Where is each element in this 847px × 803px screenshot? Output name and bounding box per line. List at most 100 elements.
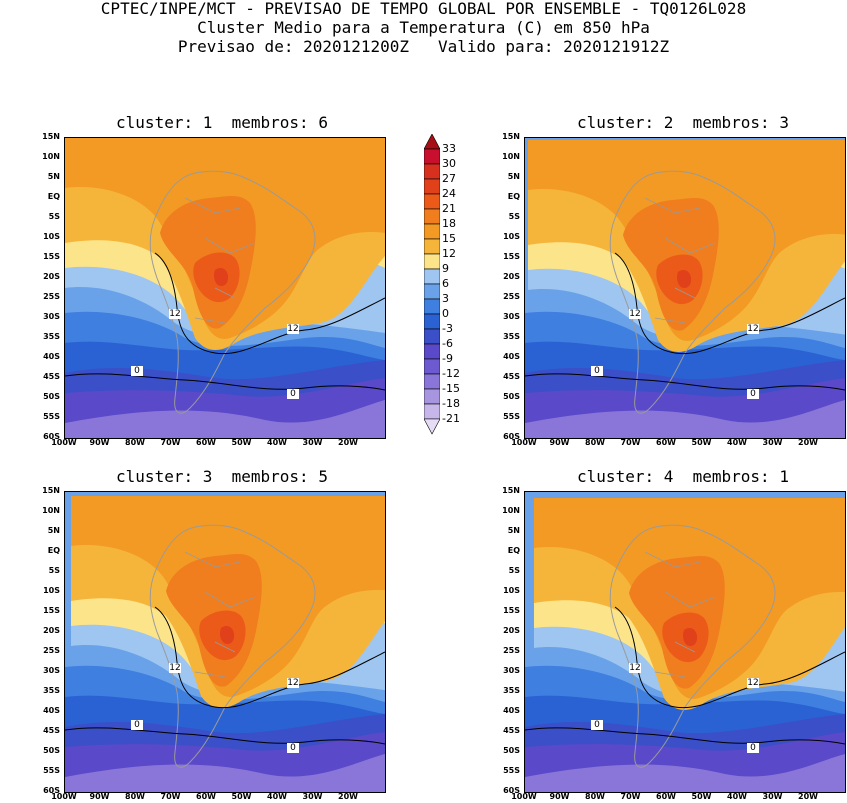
chart-header-line-1: CPTEC/INPE/MCT - PREVISAO DE TEMPO GLOBA… [100, 0, 747, 18]
contour-label: 0 [134, 720, 140, 730]
latitude-tick-label: 10N [42, 152, 60, 161]
latitude-tick-label: 15S [503, 606, 520, 615]
colorbar-level-label: 3 [442, 292, 449, 305]
longitude-tick-label: 100W [51, 438, 77, 447]
colorbar-level-label: 24 [442, 187, 456, 200]
latitude-tick-label: 55S [43, 412, 60, 421]
longitude-tick-label: 60W [656, 438, 676, 447]
contour-label: 12 [169, 663, 180, 673]
latitude-tick-label: 25S [43, 646, 60, 655]
colorbar-segment [424, 193, 440, 210]
colorbar-segment [424, 268, 440, 285]
temperature-map-cluster-2: 12 12 0 0 [524, 137, 846, 439]
latitude-tick-label: 10S [43, 232, 60, 241]
colorbar-segment [424, 223, 440, 240]
latitude-tick-label: 20S [503, 272, 520, 281]
contour-label: 12 [629, 663, 640, 673]
colorbar-min-arrow [424, 418, 440, 435]
colorbar-level-label: 33 [442, 142, 456, 155]
latitude-tick-label: 20S [43, 626, 60, 635]
latitude-tick-label: 15N [42, 132, 60, 141]
longitude-tick-label: 40W [727, 438, 747, 447]
latitude-tick-label: 60S [503, 786, 520, 795]
latitude-tick-label: 55S [503, 412, 520, 421]
latitude-tick-label: 5N [507, 526, 520, 535]
contour-label: 0 [594, 720, 600, 730]
latitude-tick-label: 15S [503, 252, 520, 261]
latitude-tick-label: EQ [47, 192, 60, 201]
latitude-tick-label: 5S [508, 566, 520, 575]
longitude-tick-label: 50W [691, 438, 712, 447]
latitude-tick-label: 40S [503, 706, 520, 715]
colorbar-segment [424, 328, 440, 345]
latitude-tick-label: 50S [43, 746, 60, 755]
longitude-tick-label: 60W [196, 438, 216, 447]
panel-title-cluster-2: cluster: 2 membros: 3 [577, 113, 789, 132]
latitude-tick-label: 25S [503, 292, 520, 301]
longitude-tick-label: 90W [549, 438, 570, 447]
latitude-tick-label: 35S [503, 332, 520, 341]
colorbar-segment [424, 283, 440, 300]
longitude-tick-label: 40W [267, 792, 287, 801]
colorbar-level-label: -9 [442, 352, 453, 365]
panel-title-cluster-1: cluster: 1 membros: 6 [116, 113, 328, 132]
latitude-tick-label: 5N [47, 172, 60, 181]
latitude-tick-label: 35S [43, 332, 60, 341]
longitude-tick-label: 70W [160, 792, 181, 801]
colorbar-level-label: -3 [442, 322, 453, 335]
longitude-tick-label: 90W [549, 792, 570, 801]
colorbar-segment [424, 343, 440, 360]
colorbar-segment [424, 238, 440, 255]
longitude-tick-label: 50W [231, 792, 252, 801]
longitude-tick-label: 40W [727, 792, 747, 801]
colorbar-level-label: 27 [442, 172, 456, 185]
colorbar-segment [424, 178, 440, 195]
latitude-tick-label: EQ [507, 192, 520, 201]
contour-label: 0 [290, 743, 296, 753]
longitude-tick-label: 60W [656, 792, 676, 801]
latitude-tick-label: 45S [43, 726, 60, 735]
contour-label: 0 [134, 366, 140, 376]
latitude-tick-label: 60S [503, 432, 520, 441]
chart-header-line-3: Previsao de: 2020121200Z Valido para: 20… [177, 37, 670, 56]
latitude-tick-label: 20S [43, 272, 60, 281]
colorbar-level-label: 15 [442, 232, 456, 245]
latitude-tick-label: 10N [42, 506, 60, 515]
contour-label: 12 [747, 324, 758, 334]
temperature-map-cluster-1: 12 12 0 0 [64, 137, 386, 439]
contour-label: 0 [750, 743, 756, 753]
colorbar-level-label: 9 [442, 262, 449, 275]
longitude-tick-label: 40W [267, 438, 287, 447]
latitude-tick-label: 45S [43, 372, 60, 381]
longitude-tick-label: 80W [585, 792, 605, 801]
latitude-tick-label: 10N [502, 506, 520, 515]
longitude-tick-label: 70W [620, 438, 641, 447]
contour-label: 12 [629, 309, 640, 319]
colorbar-level-label: -21 [442, 412, 460, 425]
latitude-tick-label: 5N [507, 172, 520, 181]
colorbar-segment [424, 388, 440, 405]
latitude-tick-label: 15N [502, 132, 520, 141]
colorbar-level-label: 0 [442, 307, 449, 320]
longitude-tick-label: 100W [511, 438, 537, 447]
latitude-tick-label: 40S [503, 352, 520, 361]
colorbar-level-label: 18 [442, 217, 456, 230]
colorbar-segment [424, 298, 440, 315]
temperature-map-cluster-3: 12 12 0 0 [64, 491, 386, 793]
colorbar-level-label: -12 [442, 367, 460, 380]
latitude-tick-label: 45S [503, 726, 520, 735]
latitude-tick-label: 15N [42, 486, 60, 495]
colorbar-max-arrow [424, 134, 440, 150]
latitude-tick-label: 10N [502, 152, 520, 161]
longitude-tick-label: 70W [160, 438, 181, 447]
panel-title-cluster-3: cluster: 3 membros: 5 [116, 467, 328, 486]
latitude-tick-label: 50S [43, 392, 60, 401]
latitude-tick-label: EQ [507, 546, 520, 555]
longitude-tick-label: 20W [798, 792, 818, 801]
longitude-tick-label: 20W [338, 792, 358, 801]
latitude-tick-label: 20S [503, 626, 520, 635]
colorbar-segment [424, 208, 440, 225]
colorbar-segment [424, 313, 440, 330]
longitude-tick-label: 80W [125, 792, 145, 801]
colorbar-segment [424, 253, 440, 270]
